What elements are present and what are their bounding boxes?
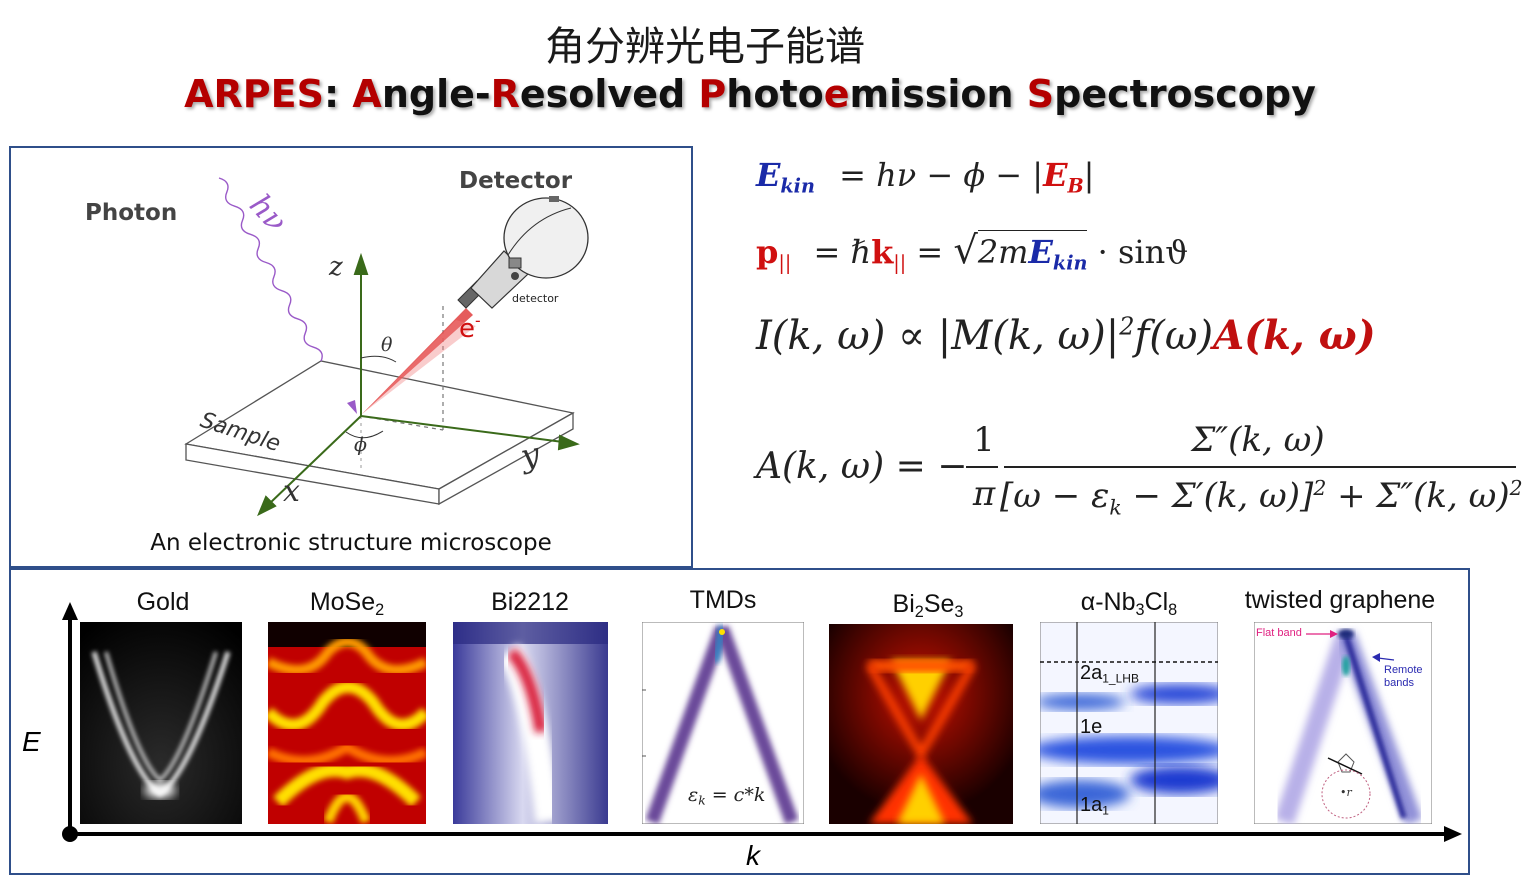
title-english: ARPES: Angle-Resolved Photoemission Spec…	[0, 72, 1500, 116]
fraction-pi: π	[972, 474, 996, 514]
panel-title-tmds: TMDs	[689, 586, 757, 614]
title-arpes: ARPES	[184, 72, 324, 116]
spectrum-mose2	[268, 622, 426, 824]
equation-intensity: I(k, ω) ∝ |M(k, ω)|2f(ω)A(k, ω)	[756, 312, 1376, 359]
equation-spectral-function: A(k, ω) = −	[756, 446, 968, 487]
title-letter-p: P	[698, 72, 727, 116]
panel-title-mose2: MoSe2	[309, 588, 385, 619]
z-axis-label: z	[329, 252, 343, 282]
photon-label: Photon	[85, 200, 178, 226]
panel-title-bi2se3: Bi2Se3	[892, 590, 964, 621]
panel-title-nb3cl8: α-Nb3Cl8	[1080, 588, 1178, 619]
fraction-line-2	[1004, 466, 1516, 468]
title-letter-s: S	[1026, 72, 1055, 116]
fraction-denominator: [ω − εk − Σ′(k, ω)]2 + Σ″(k, ω)2	[1000, 476, 1523, 520]
title-chinese: 角分辨光电子能谱	[545, 24, 865, 70]
detector-icon	[457, 196, 589, 309]
title-word-spectroscopy: pectroscopy	[1054, 72, 1316, 116]
title-colon: :	[323, 72, 340, 116]
nb-label-1a1: 1a1	[1080, 794, 1109, 818]
title-letter-e: e	[823, 72, 850, 116]
setup-caption: An electronic structure microscope	[150, 530, 552, 556]
fraction-one: 1	[973, 420, 995, 460]
spectrum-nb3cl8	[1040, 622, 1218, 824]
spectrum-bi2212	[453, 622, 608, 824]
spectra-panel	[9, 568, 1470, 875]
equation-momentum: p|| = ℏk|| = √2mEkin · sinϑ	[756, 228, 1189, 275]
fraction-line-1	[966, 466, 998, 468]
sample-slab	[184, 360, 575, 506]
panel-title-bi2212: Bi2212	[491, 588, 569, 616]
remote-bands-label-2: bands	[1384, 677, 1414, 689]
electron-label: e-	[459, 312, 481, 344]
theta-label: θ	[381, 334, 393, 356]
electron-beam	[362, 308, 473, 414]
coordinate-axes	[257, 252, 580, 517]
spectrum-bi2se3	[829, 624, 1013, 824]
title-word-resolved: esolved	[519, 72, 686, 116]
panel-title-twisted-graphene: twisted graphene	[1244, 586, 1436, 614]
panel-title-gold: Gold	[136, 588, 190, 616]
title-word-mission: mission	[849, 72, 1014, 116]
detector-label: Detector	[459, 168, 573, 194]
remote-bands-label-1: Remote	[1384, 664, 1423, 676]
spectrum-twisted-graphene	[1254, 622, 1432, 824]
nb-label-2a1: 2a1_LHB	[1080, 662, 1139, 686]
gamma-point-label: •r	[1340, 786, 1352, 799]
fraction-numerator: Σ″(k, ω)	[1191, 420, 1325, 460]
spectrum-tmds	[642, 622, 804, 824]
title-word-photo: hoto	[726, 72, 824, 116]
title-letter-r: R	[490, 72, 520, 116]
tmd-formula: εk = c*k	[688, 784, 766, 808]
phi-label: ϕ	[354, 434, 367, 456]
title-word-angle: ngle-	[381, 72, 491, 116]
nb-label-1e: 1e	[1080, 716, 1103, 738]
detector-small-label: detector	[512, 292, 559, 305]
momentum-axis-label: k	[746, 840, 760, 871]
setup-panel: Photon Detector hν detector e- z y x θ ϕ…	[9, 146, 693, 568]
setup-diagram	[184, 177, 589, 517]
flat-band-label: Flat band	[1256, 627, 1302, 639]
title-letter-a: A	[352, 72, 382, 116]
equation-kinetic-energy: Ekin = hν − ϕ − |EB|	[756, 156, 1095, 198]
energy-axis-label: E	[22, 726, 41, 757]
x-axis-label: x	[283, 474, 300, 509]
spectrum-gold	[80, 622, 242, 824]
photon-wave	[218, 177, 323, 362]
